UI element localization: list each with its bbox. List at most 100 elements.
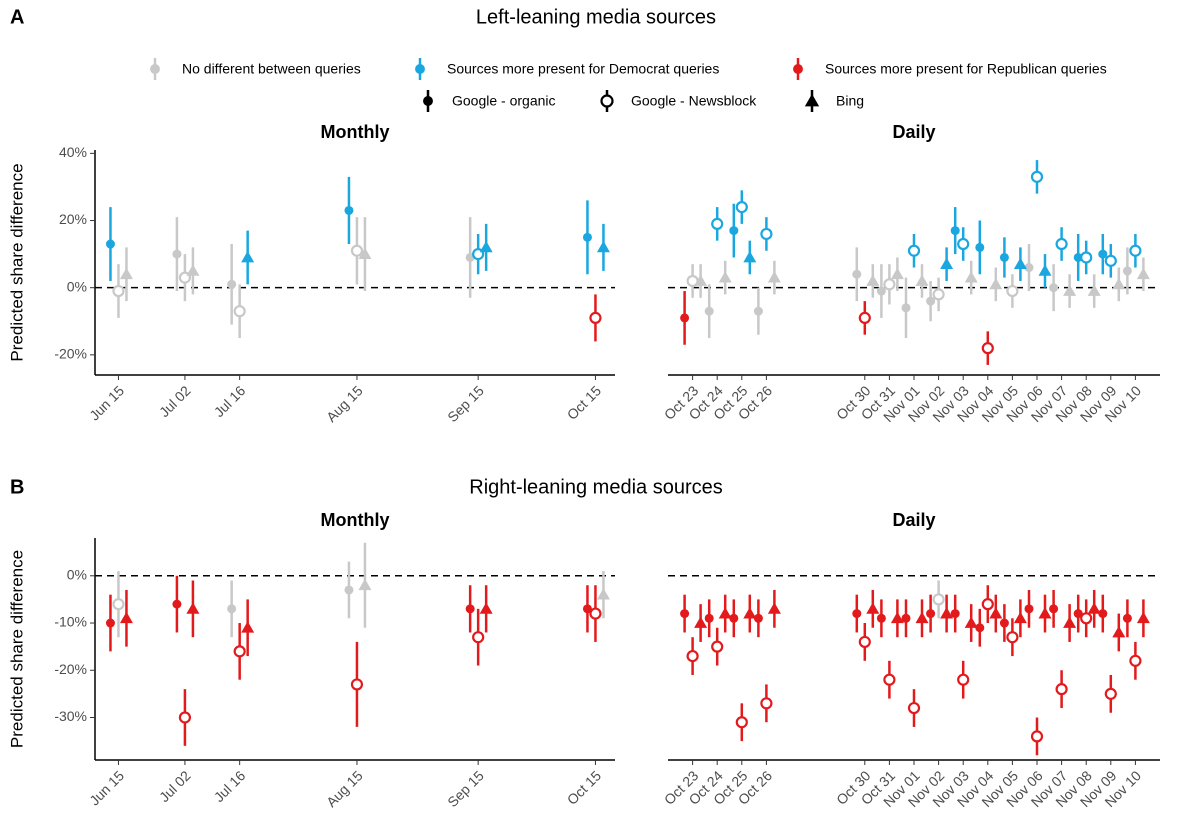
point [760,227,773,241]
point [957,237,970,251]
point [1073,252,1083,262]
legend-label: Sources more present for Democrat querie… [447,61,719,77]
x-tick-label: Jun 15 [86,767,127,808]
point [596,588,610,600]
point [1013,611,1027,624]
x-tick-label: Oct 15 [564,382,605,423]
point [112,284,125,298]
point [981,598,994,611]
point [753,306,763,316]
point [753,613,763,623]
point [704,613,714,623]
legend-label: Google - Newsblock [631,93,757,109]
point [926,296,936,306]
point [465,604,475,614]
point [479,240,493,253]
point [150,64,160,74]
point [1112,277,1126,290]
point [358,247,372,259]
point [729,613,739,623]
point [105,618,115,628]
legend-label: Google - organic [452,93,556,109]
point [760,697,773,710]
x-tick-label: Jul 02 [156,382,194,420]
point [596,240,610,253]
point [901,303,911,313]
legend-label: Sources more present for Republican quer… [825,61,1107,77]
y-tick-label: -30% [54,708,87,724]
point [866,602,880,614]
point [735,200,748,214]
point [999,618,1009,628]
point [472,631,485,644]
point [1055,683,1068,696]
point [915,611,929,624]
point [241,250,255,263]
point [1049,604,1059,614]
point [964,271,978,283]
y-tick-label: 40% [59,144,87,160]
point [358,578,372,591]
point [852,609,862,619]
point [1087,602,1101,614]
point [804,93,820,107]
point [964,616,978,628]
point [694,274,708,286]
point [233,645,246,658]
point [1063,284,1077,296]
point [932,593,945,606]
point [1063,616,1077,628]
point [940,607,954,619]
point [1136,611,1150,624]
point [1129,654,1142,667]
point [1129,244,1142,257]
point [907,244,921,257]
point [975,242,985,252]
point [1104,254,1117,267]
point [1122,613,1132,623]
x-tick-label: Oct 15 [564,767,605,808]
y-axis-label: Predicted share difference [7,550,26,748]
point [735,716,748,729]
x-tick-label: Jul 16 [211,767,249,805]
point [876,613,886,623]
point [582,604,592,614]
point [1049,283,1059,293]
point [227,604,237,614]
point [186,602,200,614]
point [1087,284,1101,296]
point [582,232,592,242]
point [907,701,921,715]
x-tick-label: Jul 16 [211,382,249,420]
point [1006,284,1019,298]
y-axis-label: Predicted share difference [7,163,26,361]
point [1030,170,1044,183]
point [415,64,425,74]
y-tick-label: -20% [54,661,87,677]
x-tick-label: Jul 02 [156,767,194,805]
panel-letter: A [10,6,24,28]
y-tick-label: 0% [67,566,87,582]
point [883,278,896,291]
point [680,313,690,323]
point [711,217,724,230]
point [1073,609,1083,619]
y-tick-label: -10% [54,614,87,630]
point [589,607,602,620]
point [694,616,708,628]
point [1038,264,1052,276]
point [479,602,493,614]
point [105,239,115,249]
point [1024,604,1034,614]
point [241,621,255,633]
point [989,607,1003,619]
point [932,288,945,301]
point [1080,251,1093,264]
chart-title: Monthly [321,122,390,142]
point [989,277,1003,290]
point [793,64,803,74]
point [890,611,904,624]
point [950,226,960,236]
point [858,635,871,649]
point [940,257,954,270]
